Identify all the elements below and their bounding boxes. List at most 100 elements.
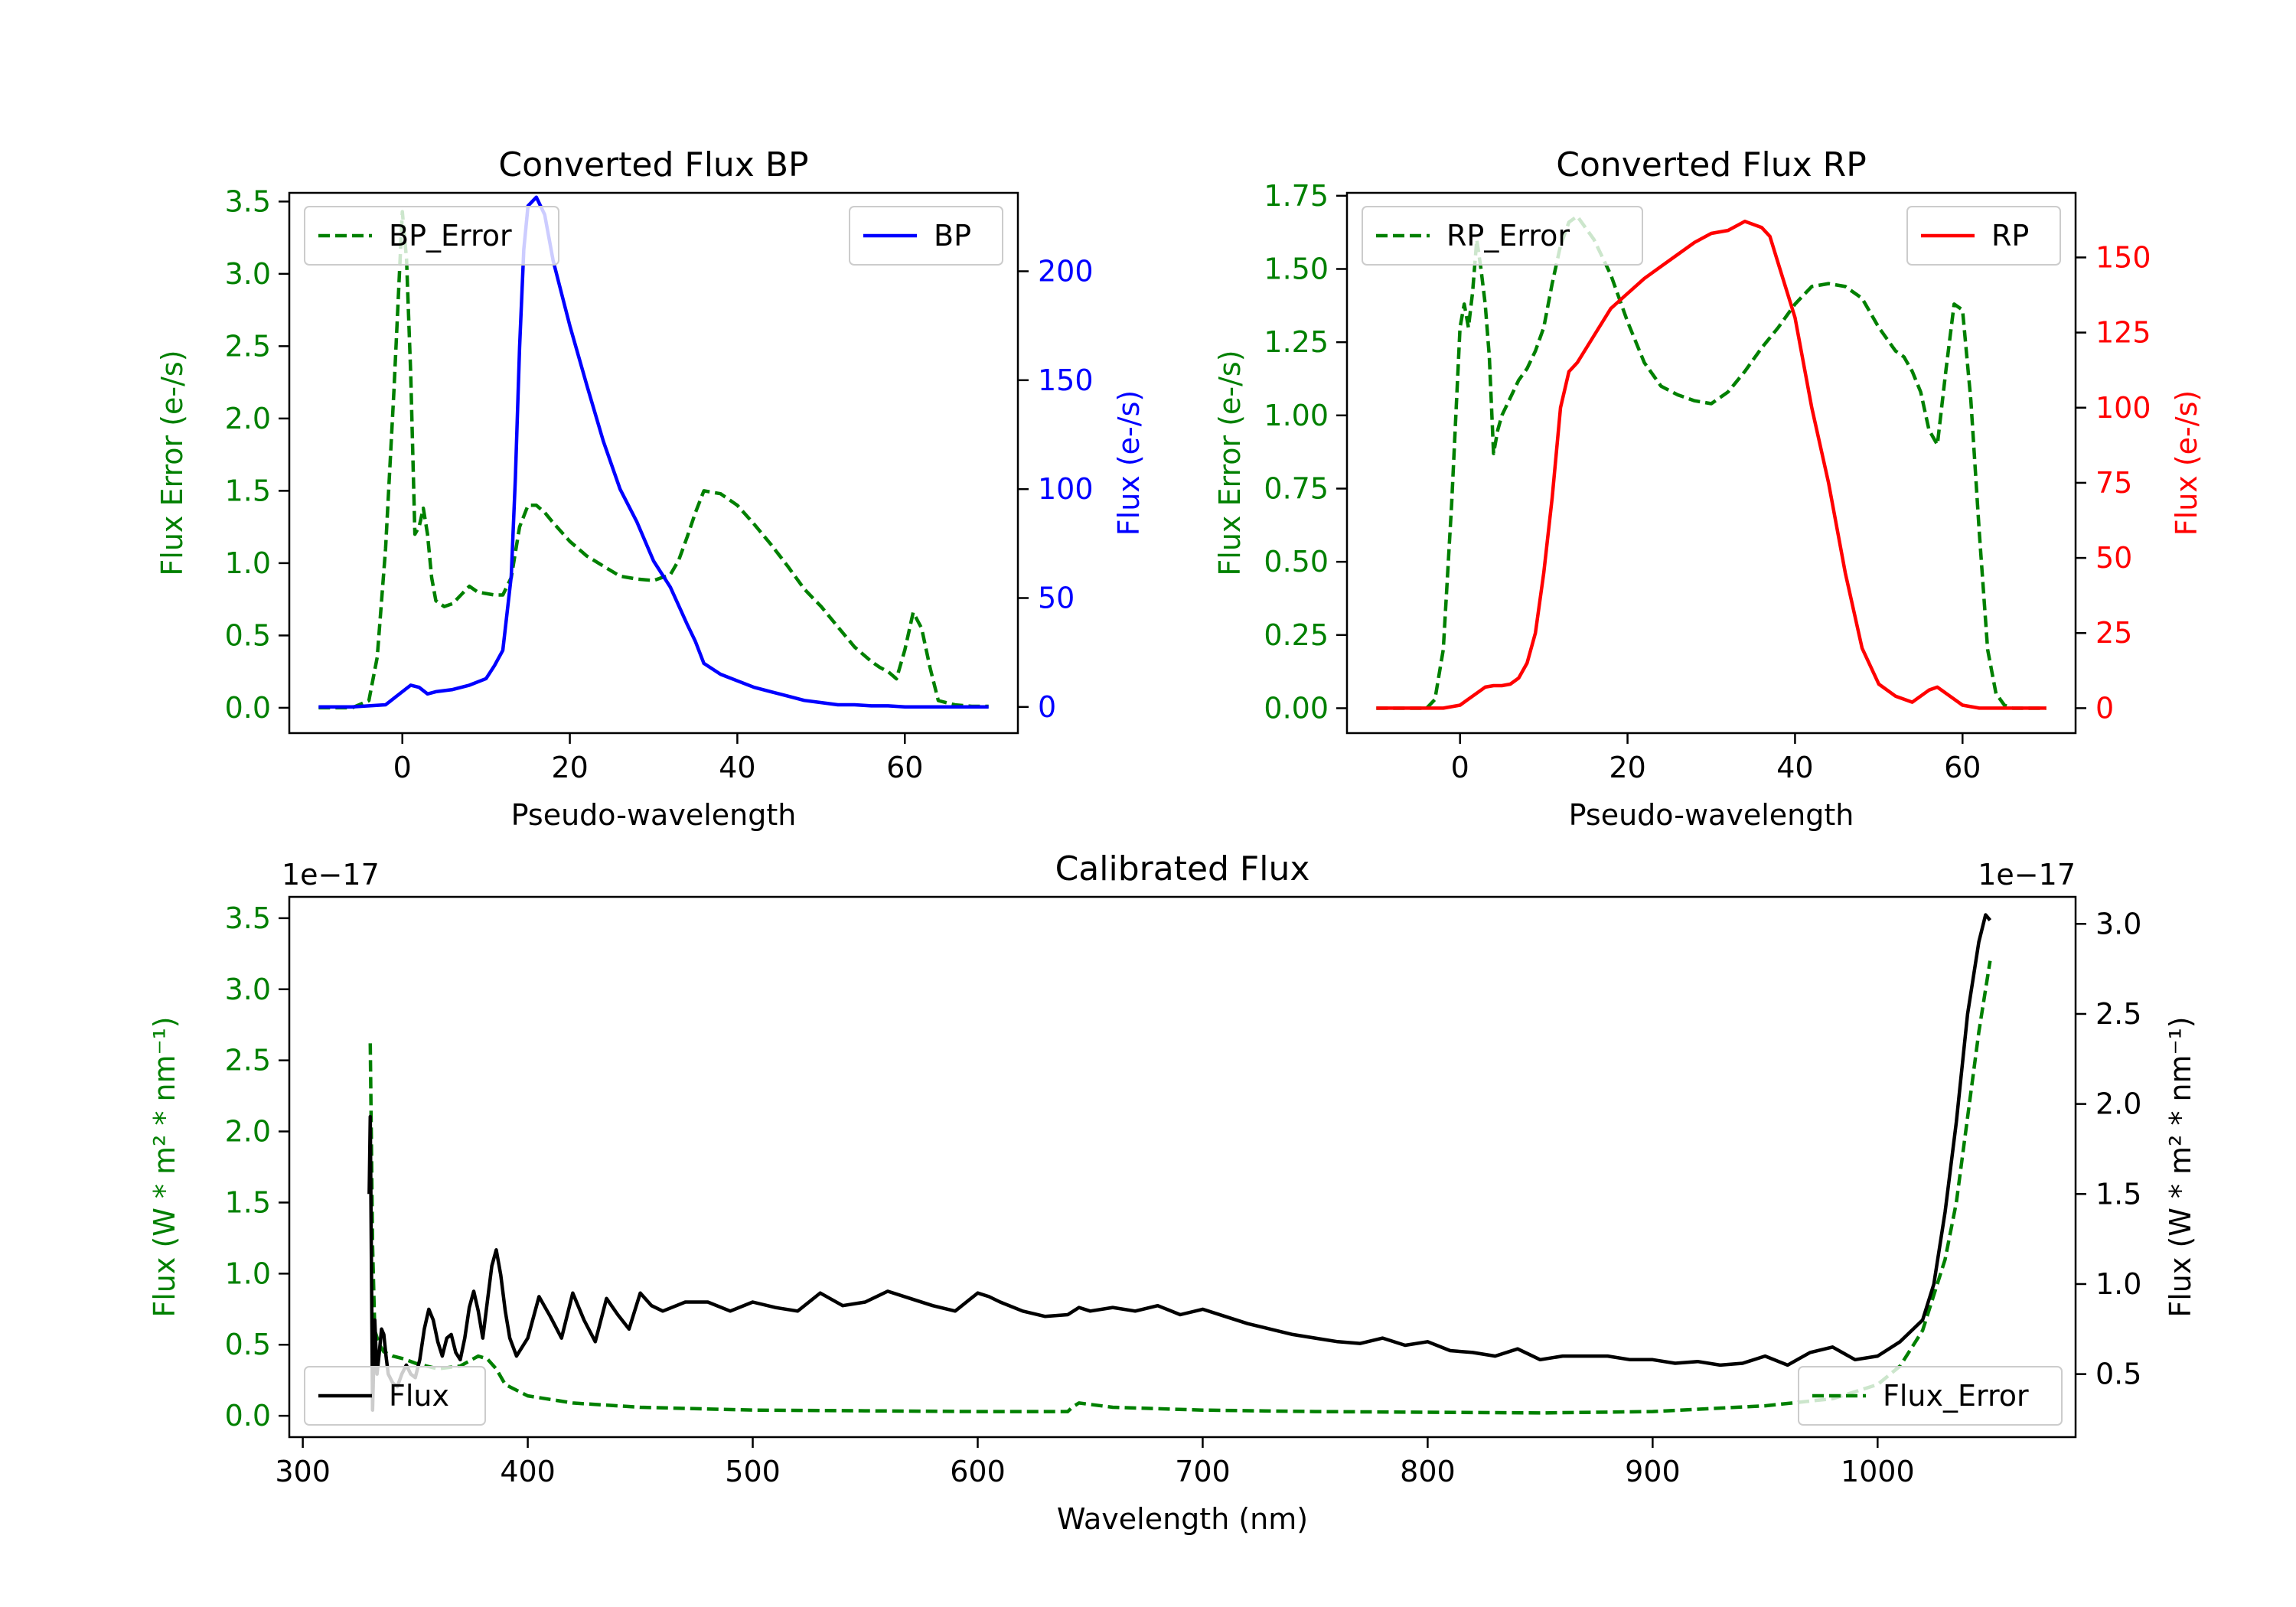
- y-left-tick-label: 2.0: [225, 1115, 271, 1149]
- legend-rp: RP: [1906, 206, 2061, 266]
- legend-box: [304, 1366, 486, 1426]
- legend-label: Flux: [389, 1379, 449, 1413]
- x-axis-label: Pseudo-wavelength: [1569, 798, 1854, 832]
- legend-box: [1906, 206, 2061, 266]
- charts-root: 0 20 40 60 0.0 0.5 1.0 1.5 2.0 2.5 3.0 3.5 0 50 100 150…: [148, 145, 2203, 1536]
- y-left-tick-label: 3.5: [225, 901, 271, 935]
- y-right-tick-label: 100: [1038, 472, 1094, 506]
- y-right-tick-label: 100: [2095, 391, 2151, 425]
- x-axis-label: Wavelength (nm): [1057, 1502, 1308, 1536]
- legend-box: [304, 206, 559, 266]
- chart-title: Calibrated Flux: [1055, 849, 1310, 888]
- x-tick-label: 60: [1944, 751, 1981, 784]
- y-left-tick-label: 1.0: [225, 1257, 271, 1290]
- y-left-tick-label: 1.25: [1264, 325, 1329, 359]
- y-right-tick-label: 1.0: [2095, 1267, 2141, 1301]
- y-left-axis-label: Flux Error (e-/s): [1213, 350, 1247, 575]
- y-left-tick-label: 0.5: [225, 1328, 271, 1361]
- y-left-tick-label: 2.5: [225, 329, 271, 363]
- offset-left-label: 1e−17: [282, 858, 380, 892]
- y-right-tick-label: 2.0: [2095, 1087, 2141, 1121]
- y-left-tick-label: 0.25: [1264, 618, 1329, 652]
- y-right-tick-label: 3.0: [2095, 907, 2141, 940]
- legend-label: RP: [1991, 219, 2029, 253]
- y-right-tick-label: 150: [2095, 240, 2151, 274]
- y-left-tick-label: 1.5: [225, 1185, 271, 1219]
- y-left-tick-label: 0.5: [225, 618, 271, 652]
- y-right-tick-label: 2.5: [2095, 997, 2141, 1031]
- y-right-axis-label: Flux (W * m² * nm⁻¹): [2164, 1016, 2197, 1317]
- chart-1: 0 20 40 60 0.0 0.5 1.0 1.5 2.0 2.5 3.0 3.5 0 50 100 150…: [155, 145, 1146, 832]
- y-right-tick-label: 50: [1038, 582, 1075, 615]
- series-line-bp-error: [318, 210, 989, 710]
- legend-label: RP_Error: [1446, 219, 1570, 253]
- y-right-tick-label: 25: [2095, 616, 2132, 650]
- series-group: [367, 913, 1992, 1415]
- plot-frame: [288, 895, 2077, 1439]
- chart-title: Converted Flux BP: [498, 145, 808, 184]
- legend-label: Flux_Error: [1883, 1379, 2029, 1413]
- plot-frame: [1345, 191, 2077, 735]
- y-right-tick-label: 0: [1038, 690, 1056, 724]
- y-right-tick-label: 150: [1038, 363, 1094, 397]
- x-tick-label: 500: [725, 1455, 781, 1488]
- y-left-tick-label: 3.5: [225, 184, 271, 218]
- x-tick-label: 20: [1609, 751, 1645, 784]
- x-axis-label: Pseudo-wavelength: [511, 798, 797, 832]
- series-line-flux: [367, 913, 1992, 1412]
- x-tick-label: 400: [500, 1455, 556, 1488]
- y-left-tick-label: 1.0: [225, 546, 271, 580]
- chart-title: Converted Flux RP: [1556, 145, 1867, 184]
- y-left-tick-label: 1.50: [1264, 252, 1329, 285]
- chart-3: 300 400 500 600 700 800 900 1000 0.0 0.5 1.0 1.5 2.0…: [148, 849, 2197, 1536]
- y-left-tick-label: 2.0: [225, 402, 271, 435]
- legend-box: [1798, 1366, 2063, 1426]
- offset-right-label: 1e−17: [1978, 858, 2076, 892]
- y-left-axis-label: Flux (W * m² * nm⁻¹): [148, 1016, 181, 1317]
- x-tick-label: 700: [1175, 1455, 1231, 1488]
- plot-frame: [288, 191, 1019, 735]
- x-tick-label: 1000: [1841, 1455, 1915, 1488]
- series-line-bp: [318, 195, 989, 709]
- legend-label: BP: [934, 219, 971, 253]
- x-tick-label: 900: [1625, 1455, 1681, 1488]
- legend-flux: Flux: [304, 1366, 486, 1426]
- y-left-tick-label: 0.50: [1264, 545, 1329, 579]
- x-tick-label: 20: [551, 751, 588, 784]
- legend-box: [849, 206, 1003, 266]
- y-left-tick-label: 1.5: [225, 474, 271, 507]
- series-line-rp: [1376, 220, 2047, 710]
- x-tick-label: 40: [719, 751, 755, 784]
- y-left-tick-label: 0.75: [1264, 471, 1329, 505]
- y-right-tick-label: 125: [2095, 316, 2151, 350]
- y-left-tick-label: 1.00: [1264, 399, 1329, 432]
- legend-flux-error: Flux_Error: [1798, 1366, 2063, 1426]
- x-tick-label: 60: [886, 751, 923, 784]
- chart-2: 0 20 40 60 0.00 0.25 0.50 0.75 1.00 1.25 1.50 1.75 0…: [1213, 145, 2203, 832]
- y-right-axis-label: Flux (e-/s): [2170, 390, 2203, 536]
- x-tick-label: 0: [393, 751, 412, 784]
- y-left-tick-label: 0.0: [225, 1399, 271, 1433]
- x-tick-label: 0: [1451, 751, 1469, 784]
- y-left-tick-label: 3.0: [225, 257, 271, 291]
- x-tick-label: 40: [1776, 751, 1813, 784]
- y-right-tick-label: 1.5: [2095, 1177, 2141, 1211]
- y-left-tick-label: 0.0: [225, 691, 271, 725]
- legend-label: BP_Error: [389, 219, 512, 253]
- y-right-axis-label: Flux (e-/s): [1112, 390, 1146, 536]
- y-right-tick-label: 0.5: [2095, 1358, 2141, 1391]
- y-left-tick-label: 0.00: [1264, 691, 1329, 725]
- y-right-tick-label: 50: [2095, 541, 2132, 575]
- y-left-tick-label: 1.75: [1264, 179, 1329, 213]
- x-tick-label: 800: [1400, 1455, 1456, 1488]
- y-right-tick-label: 0: [2095, 691, 2114, 725]
- y-left-tick-label: 3.0: [225, 973, 271, 1006]
- legend-bp-error: BP_Error: [304, 206, 559, 266]
- y-left-tick-label: 2.5: [225, 1044, 271, 1077]
- x-tick-label: 600: [950, 1455, 1006, 1488]
- series-group: [318, 195, 989, 710]
- y-right-tick-label: 200: [1038, 254, 1094, 288]
- x-tick-label: 300: [275, 1455, 331, 1488]
- y-right-tick-label: 75: [2095, 466, 2132, 500]
